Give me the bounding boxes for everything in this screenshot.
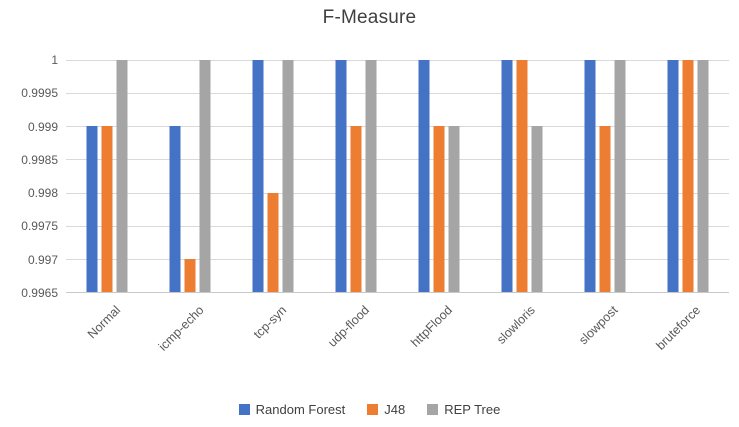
gridline	[66, 258, 729, 260]
bar-rep-tree	[697, 60, 709, 292]
bar-rep-tree	[282, 60, 294, 292]
bar-group	[501, 60, 543, 292]
legend-item: REP Tree	[427, 402, 500, 417]
bar-rep-tree	[448, 126, 460, 292]
bar-random-forest	[86, 126, 98, 292]
bar-rep-tree	[614, 60, 626, 292]
bar-j48	[516, 60, 528, 292]
x-category-label: Normal	[84, 303, 124, 342]
bar-rep-tree	[199, 60, 211, 292]
x-category-label: slowpost	[576, 303, 621, 348]
x-category-label: tcp-syn	[250, 303, 290, 342]
bar-random-forest	[667, 60, 679, 292]
legend: Random Forest J48 REP Tree	[0, 402, 739, 417]
x-axis: Normal icmp-echo tcp-syn udp-flood httpFlood…	[66, 299, 729, 374]
y-tick-label: 0.9965	[21, 286, 58, 300]
bar-j48	[350, 126, 362, 292]
bar-j48	[267, 192, 279, 292]
y-tick-label: 0.997	[27, 252, 58, 267]
bar-group	[667, 60, 709, 292]
y-tick-label: 0.9975	[21, 219, 58, 234]
bar-j48	[599, 126, 611, 292]
x-category-label: slowloris	[493, 303, 538, 347]
bar-group	[418, 60, 460, 292]
gridline	[66, 225, 729, 227]
gridline	[66, 192, 729, 194]
bar-j48	[433, 126, 445, 292]
bar-group	[169, 60, 211, 292]
bar-group	[252, 60, 294, 292]
gridline	[66, 159, 729, 161]
legend-swatch	[367, 404, 379, 415]
x-category-label: bruteforce	[653, 303, 704, 353]
y-tick-label: 0.999	[27, 119, 58, 134]
y-tick-label: 1	[51, 53, 58, 67]
bar-group	[584, 60, 626, 292]
bar-random-forest	[584, 60, 596, 292]
bar-rep-tree	[116, 60, 128, 292]
y-tick-label: 0.998	[27, 186, 58, 201]
y-tick-label: 0.9995	[21, 86, 58, 101]
y-tick-label: 0.9985	[21, 152, 58, 167]
legend-swatch	[238, 404, 250, 415]
x-category-label: httpFlood	[408, 303, 455, 350]
legend-label: Random Forest	[255, 402, 346, 417]
gridline	[66, 93, 729, 95]
bar-random-forest	[169, 126, 181, 292]
x-category-label: udp-flood	[325, 303, 372, 350]
bar-random-forest	[252, 60, 264, 292]
legend-item: J48	[367, 402, 405, 417]
bar-random-forest	[418, 60, 430, 292]
y-axis: 0.9965 0.997 0.9975 0.998 0.9985 0.999 0.9995 1	[0, 53, 58, 300]
bar-j48	[682, 60, 694, 292]
bar-group	[335, 60, 377, 292]
x-category-label: icmp-echo	[155, 303, 207, 354]
legend-label: REP Tree	[444, 402, 501, 417]
gridline	[66, 60, 729, 61]
chart-title: F-Measure	[322, 7, 417, 28]
bar-j48	[184, 258, 196, 292]
legend-item: Random Forest	[238, 402, 346, 417]
legend-swatch	[427, 404, 439, 415]
bar-rep-tree	[531, 126, 543, 292]
bar-random-forest	[501, 60, 513, 292]
bar-j48	[101, 126, 113, 292]
gridline	[66, 126, 729, 128]
plot-area	[66, 60, 729, 293]
bar-random-forest	[335, 60, 347, 292]
legend-label: J48	[384, 402, 406, 417]
bar-rep-tree	[365, 60, 377, 292]
bar-group	[86, 60, 128, 292]
